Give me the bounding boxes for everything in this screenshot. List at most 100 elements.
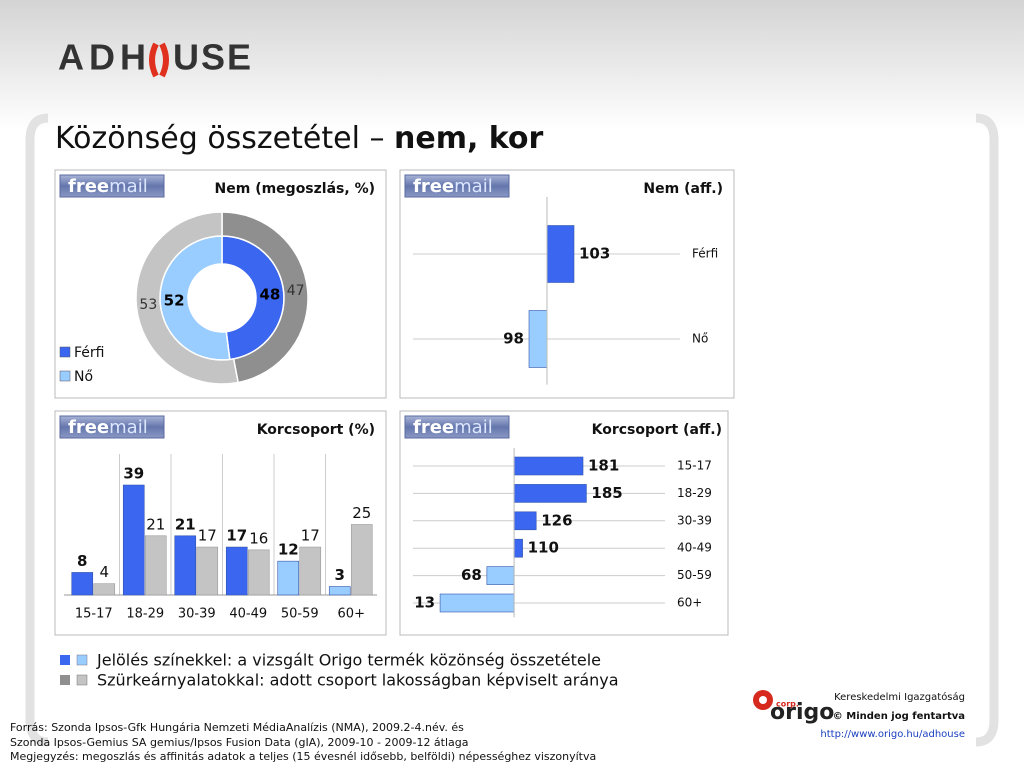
value-label: 17 xyxy=(226,527,247,545)
bar xyxy=(247,549,270,596)
value-label: 110 xyxy=(528,539,559,557)
legend-swatch xyxy=(59,346,71,358)
legend-label: Nő xyxy=(74,369,93,385)
badge-mail: mail xyxy=(454,417,493,438)
category-label: 50-59 xyxy=(677,568,712,582)
bar xyxy=(328,586,351,596)
donut-segment xyxy=(135,211,239,385)
value-label: 21 xyxy=(175,515,196,533)
value-label: 98 xyxy=(503,330,524,348)
badge-mail: mail xyxy=(109,417,148,438)
logo-bracket xyxy=(149,42,159,78)
note-swatch xyxy=(60,675,70,685)
category-label: 60+ xyxy=(677,596,702,610)
legend-note: Jelölés színekkel: a vizsgált Origo term… xyxy=(96,651,601,670)
title-text: Közönség összetétel – xyxy=(55,121,394,156)
rights: © Minden jog fentartva xyxy=(833,711,965,722)
badge-text: freemail xyxy=(68,176,148,197)
logo-right: USE xyxy=(173,37,251,78)
bar xyxy=(546,225,575,283)
value-label: 68 xyxy=(461,566,482,584)
x-tick-label: 50-59 xyxy=(281,607,319,622)
badge-free: free xyxy=(413,417,454,438)
value-label: 181 xyxy=(588,457,619,475)
donut-segment xyxy=(221,211,309,384)
panel xyxy=(399,169,735,399)
category-label: Nő xyxy=(692,332,708,346)
logo-left: ADH xyxy=(58,37,146,78)
value-label: 39 xyxy=(123,465,144,483)
value-label: 52 xyxy=(164,292,185,310)
bar xyxy=(513,484,587,503)
value-label: 47 xyxy=(287,283,305,299)
value-label: 17 xyxy=(198,527,217,545)
title-bold: nem, kor xyxy=(394,121,544,156)
bar xyxy=(71,572,94,596)
x-tick-label: 18-29 xyxy=(126,607,164,622)
category-label: 15-17 xyxy=(677,459,712,473)
chart-title: Nem (aff.) xyxy=(643,181,723,197)
value-label: 13 xyxy=(414,594,435,612)
badge xyxy=(59,415,165,439)
badge-text: freemail xyxy=(413,176,493,197)
x-tick-label: 30-39 xyxy=(178,607,216,622)
value-label: 8 xyxy=(77,552,87,570)
value-label: 16 xyxy=(249,529,268,547)
bar xyxy=(439,593,515,613)
bar xyxy=(122,484,145,596)
x-tick-label: 40-49 xyxy=(229,607,267,622)
value-label: 4 xyxy=(99,563,109,581)
value-label: 185 xyxy=(591,484,622,502)
category-label: 18-29 xyxy=(677,486,712,500)
badge-text: freemail xyxy=(413,417,493,438)
badge-text: freemail xyxy=(68,417,148,438)
source-line: Forrás: Szonda Ipsos-Gfk Hungária Nemzet… xyxy=(10,721,464,734)
bar xyxy=(144,535,167,596)
chart-title: Korcsoport (aff.) xyxy=(592,422,722,438)
company: Kereskedelmi Igazgatóság xyxy=(834,691,965,703)
note-swatch xyxy=(76,674,88,686)
value-label: 126 xyxy=(541,511,572,529)
source-line: Megjegyzés: megoszlás és affinitás adato… xyxy=(10,750,596,763)
bar xyxy=(513,538,523,558)
bar xyxy=(225,546,248,596)
note-swatch xyxy=(76,654,88,666)
value-label: 17 xyxy=(301,527,320,545)
logo-bracket xyxy=(159,42,169,78)
category-label: 40-49 xyxy=(677,541,712,555)
badge-free: free xyxy=(68,176,109,197)
bar xyxy=(299,546,322,596)
brand: origo xyxy=(770,700,834,725)
chart-title: Nem (megoszlás, %) xyxy=(215,181,375,197)
legend-swatch xyxy=(59,370,71,382)
url: http://www.origo.hu/adhouse xyxy=(820,729,965,740)
badge-free: free xyxy=(413,176,454,197)
badge-free: free xyxy=(68,417,109,438)
bar xyxy=(93,583,116,596)
legend-label: Férfi xyxy=(74,345,104,361)
bar xyxy=(486,566,515,585)
value-label: 53 xyxy=(139,297,157,313)
badge xyxy=(404,415,510,439)
bar xyxy=(277,560,300,596)
bar xyxy=(350,524,373,596)
value-label: 12 xyxy=(278,541,299,559)
bar xyxy=(196,546,219,596)
value-label: 3 xyxy=(335,566,345,584)
frame-right xyxy=(975,113,999,747)
badge-mail: mail xyxy=(454,176,493,197)
badge-mail: mail xyxy=(109,176,148,197)
value-label: 103 xyxy=(579,245,610,263)
value-label: 25 xyxy=(352,504,371,522)
bar xyxy=(528,310,548,368)
page-title: Közönség összetétel – nem, kor xyxy=(55,121,544,156)
note-swatch xyxy=(60,655,70,665)
frame-left xyxy=(25,113,49,747)
legend-note: Szürkeárnyalatokkal: adott csoport lakos… xyxy=(97,671,619,690)
badge xyxy=(404,174,510,198)
category-label: Férfi xyxy=(692,247,718,261)
category-label: 30-39 xyxy=(677,513,712,527)
value-label: 21 xyxy=(146,515,165,533)
